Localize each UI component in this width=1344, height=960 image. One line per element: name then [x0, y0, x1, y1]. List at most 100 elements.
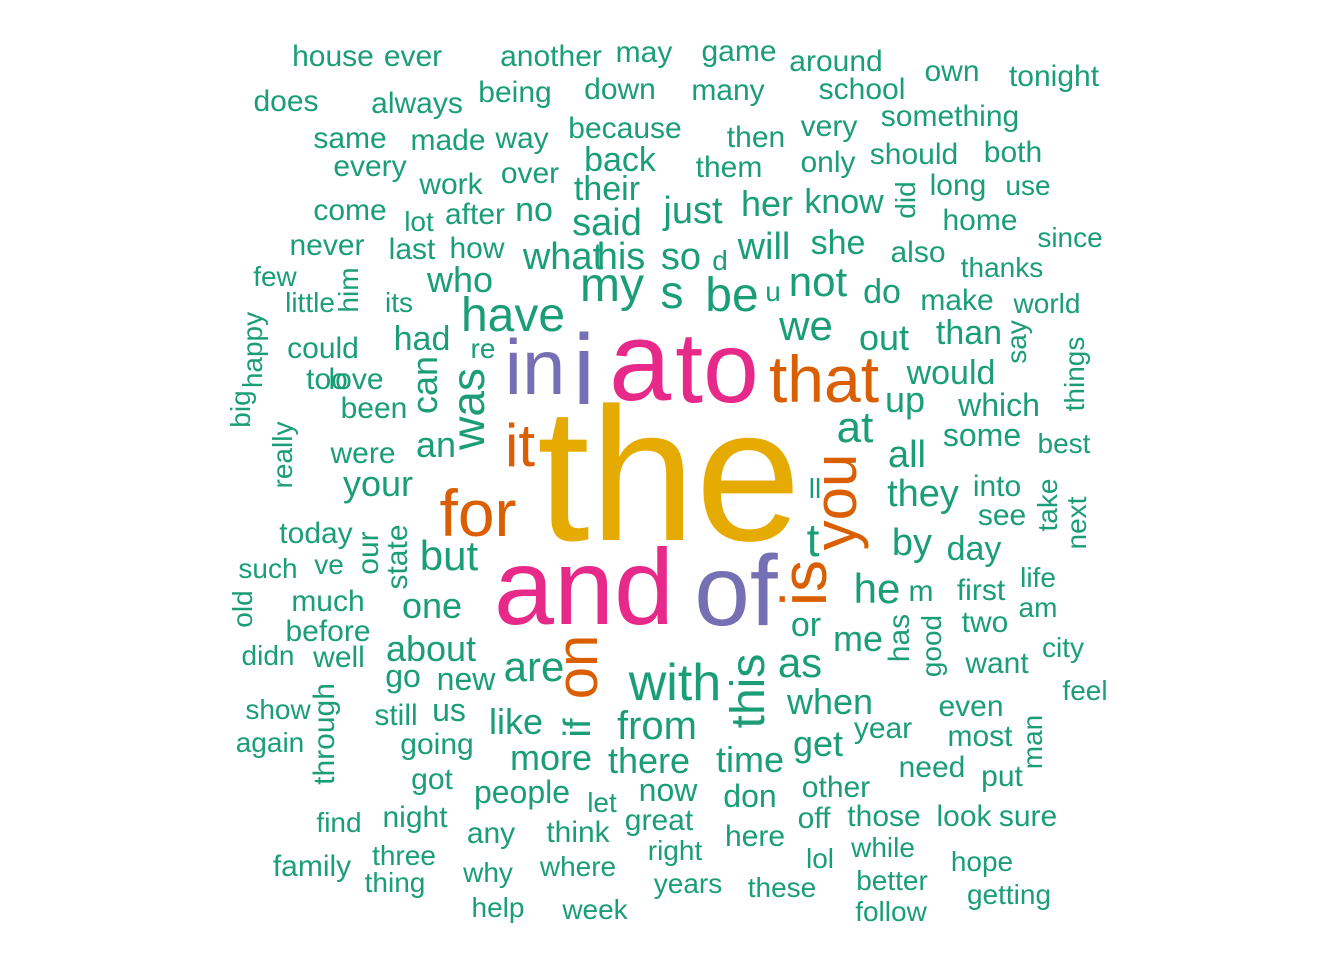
word-time: time: [716, 739, 784, 780]
word-he: he: [854, 565, 901, 612]
word-our: our: [352, 531, 385, 574]
word-hope: hope: [951, 846, 1013, 877]
word-two: two: [962, 606, 1009, 639]
word-look: look: [936, 800, 992, 833]
word-has: has: [883, 614, 916, 662]
word-and: and: [494, 526, 674, 647]
word-through: through: [308, 683, 341, 785]
word-tonight: tonight: [1009, 60, 1100, 93]
word-life: life: [1020, 562, 1056, 593]
word-see: see: [978, 499, 1026, 532]
word-not: not: [789, 258, 848, 305]
word-been: been: [341, 392, 408, 425]
word-his: his: [597, 236, 646, 278]
word-does: does: [253, 85, 318, 118]
word-a: a: [609, 299, 672, 424]
word-more: more: [510, 737, 592, 778]
word-help: help: [472, 892, 525, 923]
word-up: up: [885, 379, 925, 420]
word-all: all: [888, 434, 926, 476]
word-be: be: [705, 269, 758, 322]
word-really: really: [267, 422, 298, 489]
word-something: something: [881, 100, 1019, 133]
word-it: it: [505, 412, 535, 479]
word-show: show: [245, 694, 311, 725]
word-you: you: [802, 454, 869, 551]
word-an: an: [416, 424, 456, 465]
word-people: people: [474, 774, 570, 810]
word-any: any: [467, 817, 515, 850]
word-u: u: [765, 276, 781, 307]
word-re: re: [471, 333, 496, 364]
word-just: just: [662, 190, 723, 232]
word-to: to: [675, 312, 758, 424]
word-way: way: [494, 122, 548, 155]
word-were: were: [329, 437, 395, 470]
word-like: like: [489, 701, 543, 742]
word-some: some: [943, 417, 1021, 453]
word-best: best: [1038, 428, 1091, 459]
word-come: come: [313, 194, 386, 227]
word-also: also: [890, 236, 945, 269]
word-while: while: [850, 832, 915, 863]
word-s: s: [661, 266, 684, 318]
word-around: around: [789, 45, 882, 78]
word-ve: ve: [314, 549, 344, 580]
word-because: because: [568, 112, 681, 145]
word-but: but: [420, 532, 479, 579]
word-may: may: [616, 36, 673, 69]
word-long: long: [930, 169, 987, 202]
word-little: little: [285, 287, 335, 318]
word-feel: feel: [1062, 675, 1107, 706]
word-or: or: [791, 606, 821, 644]
word-year: year: [854, 712, 912, 745]
word-she: she: [811, 224, 866, 262]
word-city: city: [1042, 632, 1084, 663]
word-sure: sure: [999, 800, 1057, 833]
word-take: take: [1032, 479, 1063, 532]
word-now: now: [639, 772, 699, 808]
word-only: only: [800, 146, 855, 179]
word-much: much: [291, 585, 364, 618]
word-t: t: [807, 514, 820, 566]
word-before: before: [285, 615, 370, 648]
word-their: their: [574, 170, 640, 208]
word-m: m: [909, 575, 934, 608]
word-your: your: [343, 463, 413, 504]
word-man: man: [1017, 715, 1048, 769]
word-d: d: [712, 245, 728, 276]
word-got: got: [411, 763, 453, 796]
word-would: would: [906, 354, 996, 392]
word-out: out: [859, 317, 909, 358]
word-put: put: [981, 760, 1023, 793]
word-ll: ll: [809, 473, 821, 504]
word-better: better: [856, 865, 928, 896]
word-they: they: [887, 473, 959, 515]
word-have: have: [461, 289, 565, 342]
word-going: going: [400, 728, 473, 761]
word-are: are: [504, 643, 565, 690]
word-there: there: [608, 740, 690, 781]
word-many: many: [691, 74, 764, 107]
word-who: who: [426, 259, 493, 300]
word-should: should: [870, 138, 958, 171]
word-thing: thing: [365, 867, 426, 898]
word-again: again: [236, 727, 305, 758]
word-family: family: [273, 850, 351, 883]
word-day: day: [947, 530, 1002, 568]
word-which: which: [957, 387, 1040, 423]
word-every: every: [333, 150, 406, 183]
word-my: my: [580, 259, 644, 312]
word-use: use: [1005, 170, 1050, 201]
word-one: one: [402, 585, 462, 626]
word-we: we: [778, 302, 833, 349]
word-make: make: [920, 284, 993, 317]
word-too: too: [306, 363, 348, 396]
word-from: from: [617, 704, 697, 748]
word-another: another: [500, 40, 602, 73]
word-last: last: [389, 233, 436, 266]
word-let: let: [587, 787, 617, 818]
word-her: her: [741, 183, 793, 224]
word-could: could: [287, 332, 359, 365]
word-three: three: [372, 840, 436, 871]
